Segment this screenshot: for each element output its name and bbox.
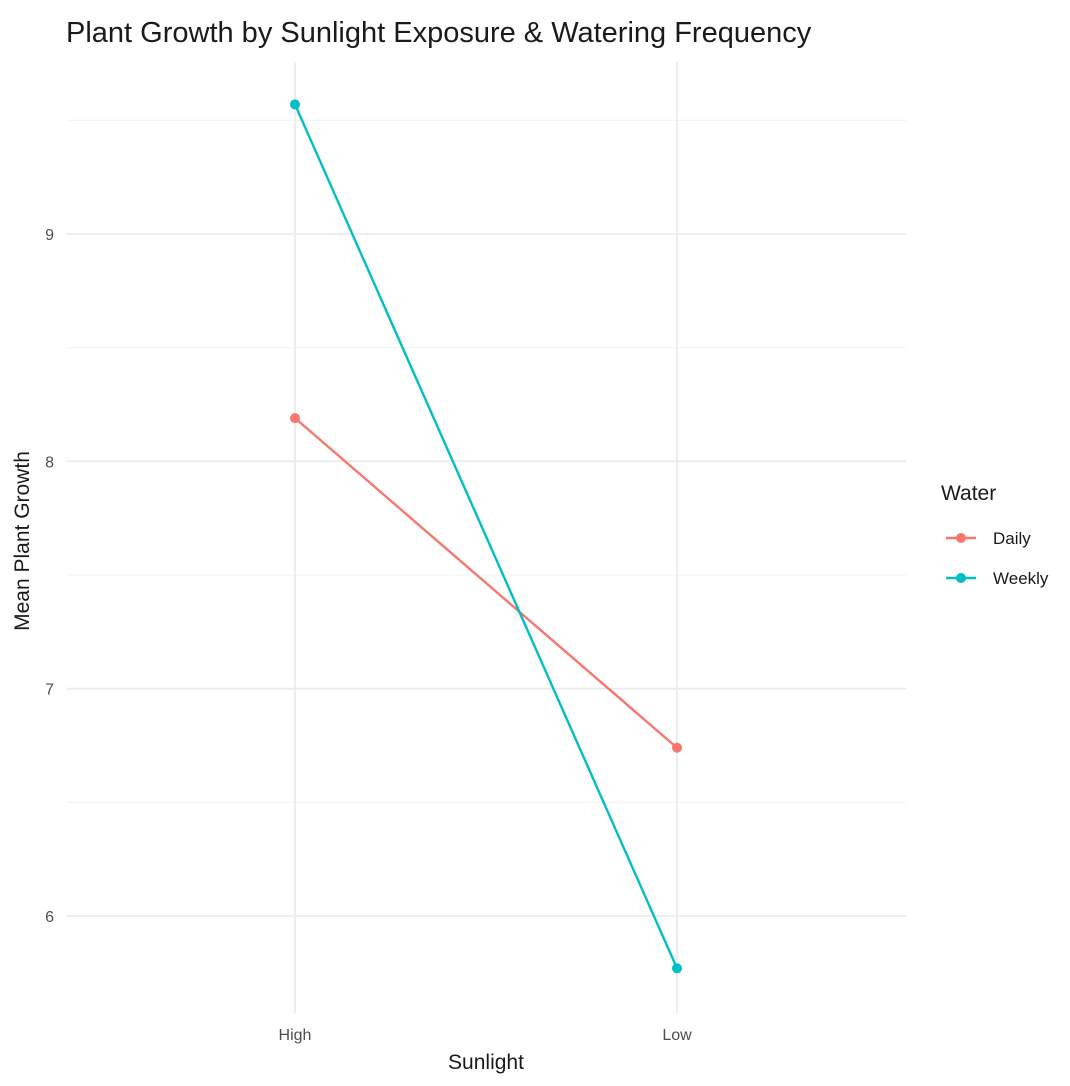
grid [67, 62, 906, 1013]
legend-item-daily: Daily [946, 529, 1031, 548]
chart-title: Plant Growth by Sunlight Exposure & Wate… [66, 17, 812, 49]
series-daily [290, 413, 682, 753]
legend-label: Weekly [993, 569, 1049, 588]
legend-key-point [956, 573, 966, 583]
series-line-weekly [293, 103, 679, 969]
y-tick-label: 8 [45, 454, 54, 471]
legend-title: Water [941, 482, 996, 505]
data-point-daily-low [672, 742, 682, 753]
x-tick-label: High [279, 1027, 312, 1044]
y-tick-label: 9 [45, 227, 54, 244]
legend-label: Daily [993, 529, 1031, 548]
x-axis-ticks: High Low [279, 1027, 693, 1044]
data-point-weekly-low [672, 963, 682, 974]
legend-items: Daily Weekly [946, 529, 1049, 588]
data-point-daily-high [290, 413, 300, 424]
x-tick-label: Low [662, 1027, 692, 1044]
series-line-daily [294, 417, 678, 749]
legend: Water Daily Weekly [941, 482, 1049, 588]
series-weekly [290, 99, 682, 974]
data-point-weekly-high [290, 99, 300, 110]
x-axis-title: Sunlight [448, 1051, 524, 1074]
legend-item-weekly: Weekly [946, 569, 1049, 588]
legend-key-point [956, 533, 966, 543]
y-tick-label: 6 [45, 909, 54, 926]
y-axis-title: Mean Plant Growth [11, 451, 34, 631]
series-layer [290, 99, 682, 974]
y-axis-ticks: 6 7 8 9 [45, 227, 54, 926]
y-tick-label: 7 [45, 682, 54, 699]
